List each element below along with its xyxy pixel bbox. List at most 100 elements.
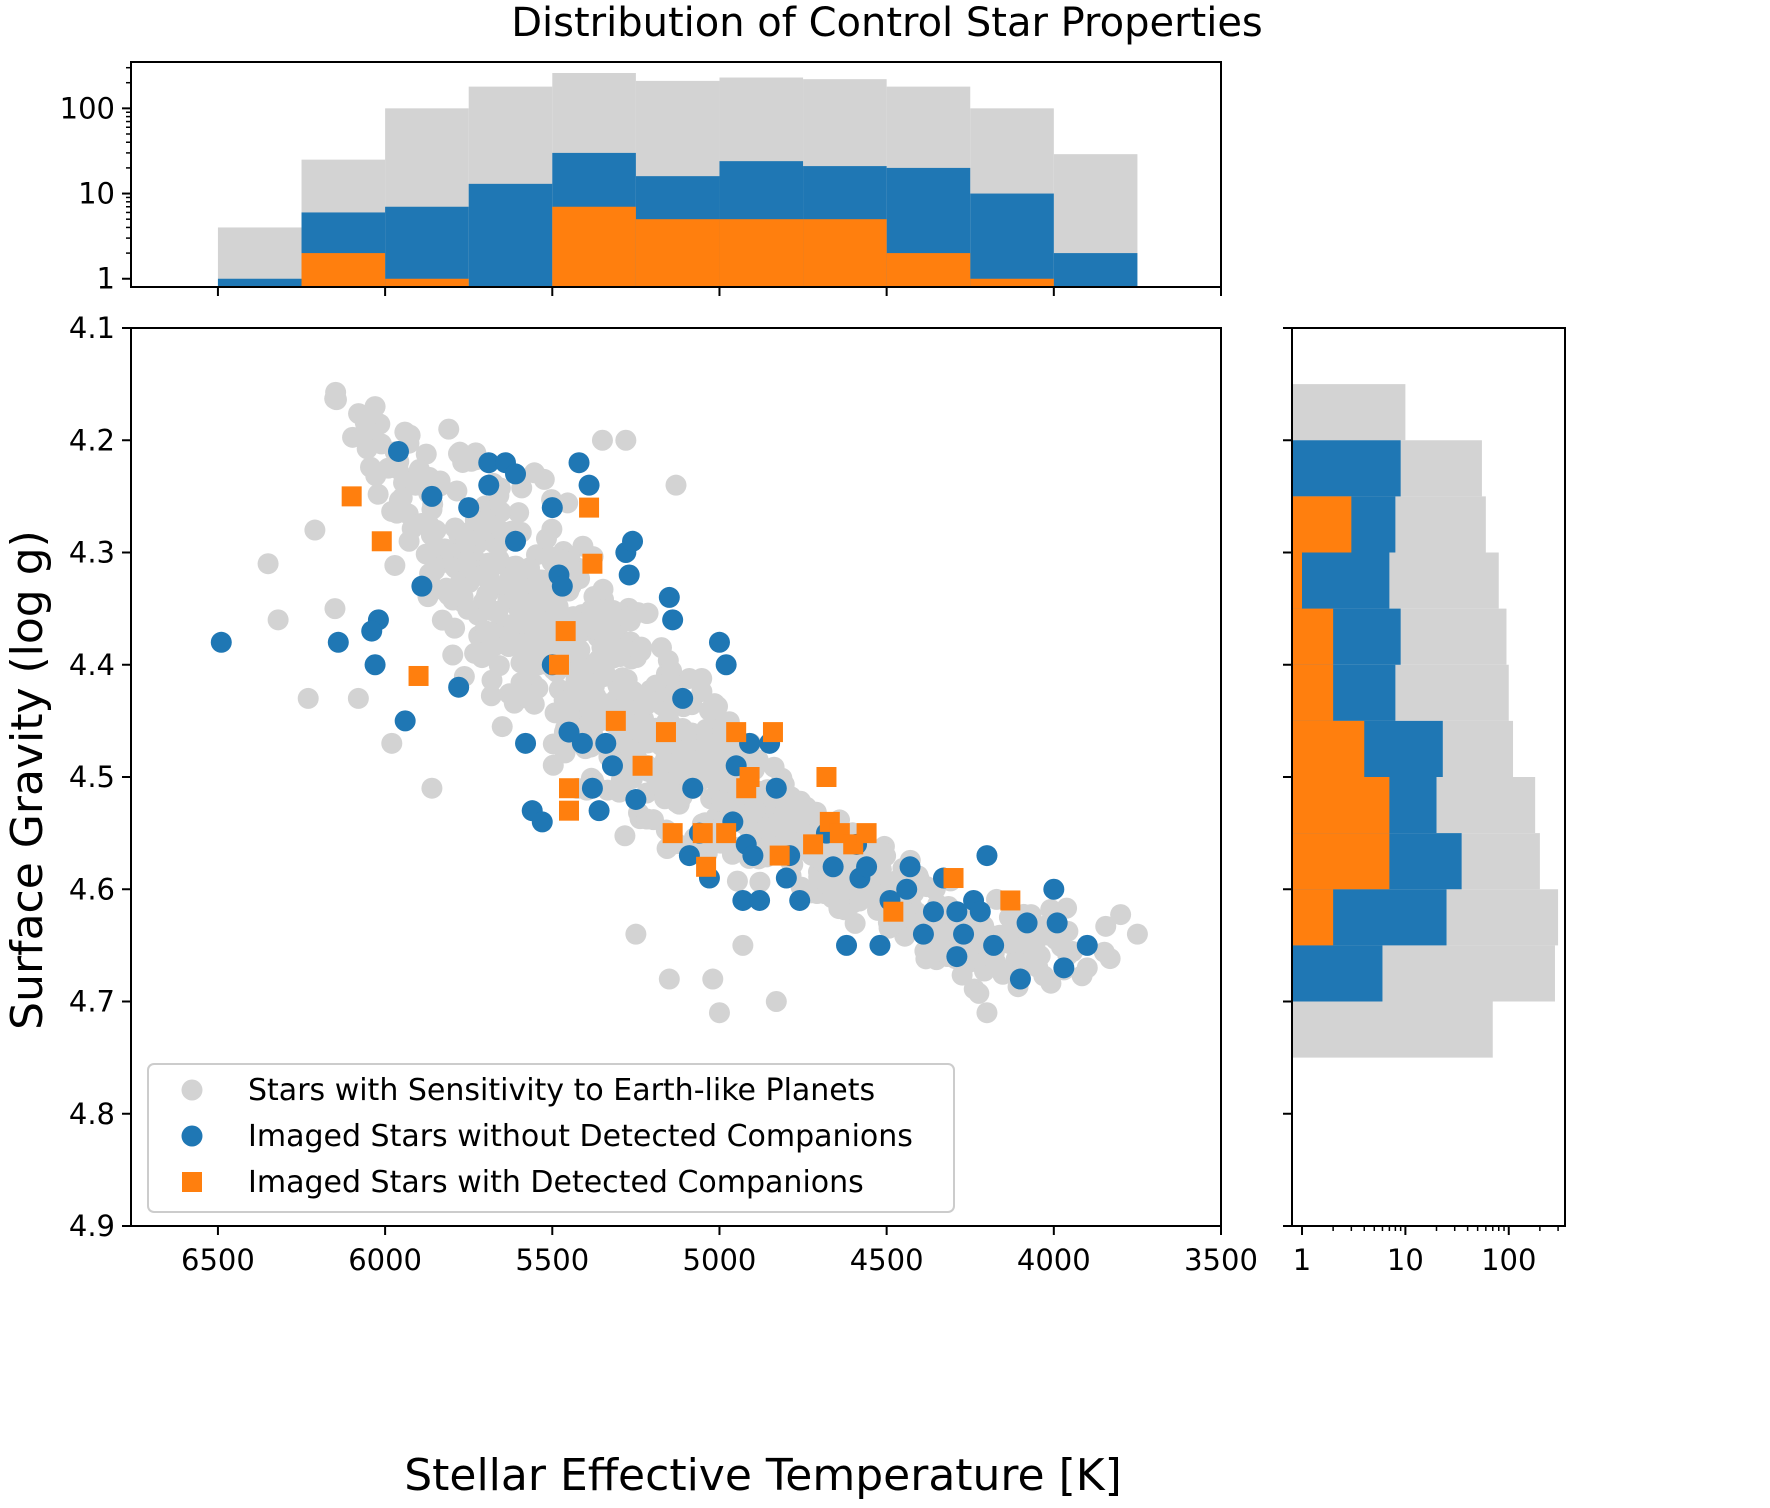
point-imaged-no-companion: [856, 856, 878, 878]
right-hist-bar-all: [1292, 1001, 1493, 1058]
point-imaged-no-companion: [1009, 968, 1031, 990]
point-imaged-no-companion: [595, 732, 617, 754]
point-all-stars: [455, 532, 477, 554]
point-all-stars: [658, 968, 680, 990]
point-imaged-no-companion: [394, 710, 416, 732]
point-all-stars: [732, 934, 754, 956]
point-imaged-no-companion: [869, 934, 891, 956]
top-hist-bar-detected: [552, 206, 636, 287]
right-histogram: 1 10 100: [1283, 327, 1566, 1277]
top-y-tick-label: 1: [97, 262, 115, 296]
point-imaged-no-companion: [742, 845, 764, 867]
point-imaged-no-companion: [327, 631, 349, 653]
point-imaged-no-companion: [411, 575, 433, 597]
point-imaged-no-companion: [588, 800, 610, 822]
point-imaged-no-companion: [622, 530, 644, 552]
point-imaged-with-companion: [632, 755, 653, 776]
right-hist-bar-detected: [1292, 889, 1334, 946]
right-hist-bar-detected: [1292, 720, 1365, 777]
point-all-stars: [367, 483, 389, 505]
right-x-tick-label: 1: [1293, 1243, 1311, 1277]
point-all-stars: [976, 1002, 998, 1024]
point-imaged-no-companion: [1043, 878, 1065, 900]
point-all-stars: [476, 641, 498, 663]
point-all-stars: [1126, 923, 1148, 945]
point-all-stars: [542, 733, 564, 755]
point-all-stars: [364, 396, 386, 418]
y-tick-label: 4.3: [69, 536, 115, 570]
point-imaged-with-companion: [548, 654, 569, 675]
right-hist-bar-imaged: [1292, 552, 1390, 609]
point-all-stars: [516, 613, 538, 635]
point-all-stars: [781, 812, 803, 834]
point-imaged-no-companion: [1076, 934, 1098, 956]
point-imaged-no-companion: [822, 856, 844, 878]
point-all-stars: [726, 870, 748, 892]
point-all-stars: [680, 749, 702, 771]
point-imaged-with-companion: [555, 621, 576, 642]
point-all-stars: [478, 566, 500, 588]
point-imaged-no-companion: [551, 575, 573, 597]
point-imaged-no-companion: [662, 609, 684, 631]
point-all-stars: [951, 964, 973, 986]
point-all-stars: [1093, 941, 1115, 963]
point-all-stars: [747, 749, 769, 771]
point-all-stars: [629, 718, 651, 740]
point-imaged-with-companion: [856, 823, 877, 844]
point-all-stars: [449, 576, 471, 598]
point-imaged-no-companion: [581, 777, 603, 799]
point-imaged-no-companion: [899, 856, 921, 878]
right-hist-bar-detected: [1292, 496, 1352, 553]
point-imaged-no-companion: [505, 463, 527, 485]
x-tick-label: 6000: [348, 1243, 422, 1277]
point-all-stars: [523, 462, 545, 484]
point-all-stars: [519, 659, 541, 681]
legend-label-all: Stars with Sensitivity to Earth-like Pla…: [248, 1073, 875, 1108]
point-imaged-with-companion: [816, 767, 837, 787]
point-imaged-no-companion: [775, 867, 797, 889]
point-imaged-no-companion: [478, 474, 500, 496]
point-all-stars: [324, 598, 346, 620]
point-imaged-with-companion: [726, 722, 747, 743]
x-tick-label: 5000: [683, 1243, 757, 1277]
point-all-stars: [384, 554, 406, 576]
point-imaged-no-companion: [601, 755, 623, 777]
top-hist-bar-detected: [970, 278, 1054, 287]
point-imaged-no-companion: [946, 901, 968, 923]
point-imaged-no-companion: [448, 676, 470, 698]
y-tick-label: 4.5: [69, 760, 115, 794]
top-y-tick-label: 10: [78, 177, 115, 211]
top-hist-bar-imaged: [468, 183, 553, 287]
point-all-stars: [347, 687, 369, 709]
point-all-stars: [544, 702, 566, 724]
point-imaged-no-companion: [578, 474, 600, 496]
point-all-stars: [968, 982, 990, 1004]
x-tick-label: 3500: [1184, 1243, 1258, 1277]
x-tick-label: 4500: [850, 1243, 924, 1277]
point-imaged-no-companion: [912, 923, 934, 945]
point-imaged-no-companion: [571, 732, 593, 754]
point-all-stars: [763, 756, 785, 778]
legend-marker-imaged: [181, 1125, 203, 1147]
point-imaged-no-companion: [1046, 912, 1068, 934]
point-imaged-with-companion: [883, 901, 904, 922]
point-imaged-with-companion: [559, 800, 580, 821]
point-all-stars: [408, 459, 430, 481]
point-all-stars: [581, 611, 603, 633]
point-imaged-no-companion: [387, 440, 409, 462]
top-hist-bar-detected: [301, 253, 386, 287]
point-imaged-no-companion: [922, 901, 944, 923]
point-all-stars: [381, 732, 403, 754]
y-tick-label: 4.8: [69, 1097, 115, 1131]
point-imaged-no-companion: [531, 811, 553, 833]
point-imaged-with-companion: [696, 856, 717, 877]
point-imaged-with-companion: [762, 722, 783, 743]
point-imaged-with-companion: [559, 778, 580, 799]
point-imaged-with-companion: [605, 710, 626, 731]
point-imaged-with-companion: [408, 665, 429, 686]
top-hist-bar-imaged: [385, 206, 469, 287]
point-imaged-no-companion: [983, 934, 1005, 956]
point-imaged-with-companion: [692, 823, 713, 844]
point-all-stars: [519, 557, 541, 579]
point-imaged-no-companion: [421, 485, 443, 507]
